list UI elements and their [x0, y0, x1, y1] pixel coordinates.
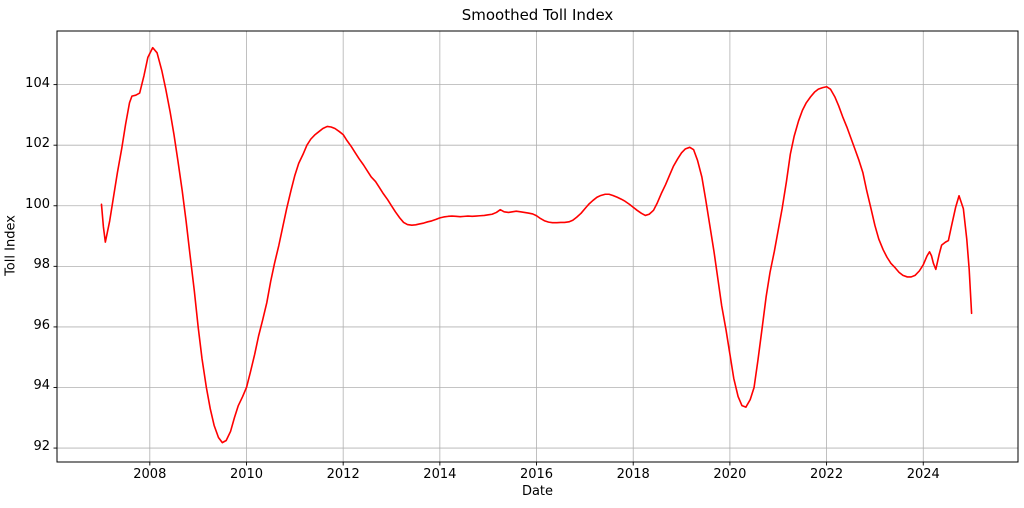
series-line	[100, 46, 973, 444]
x-tick-label: 2014	[423, 467, 457, 482]
x-tick-label: 2022	[810, 467, 844, 482]
y-tick-label: 98	[33, 257, 50, 273]
chart-title: Smoothed Toll Index	[461, 6, 614, 24]
x-tick-label: 2008	[133, 467, 167, 482]
y-tick-label: 100	[25, 196, 50, 212]
x-axis-label: Date	[521, 484, 554, 499]
x-tick-label: 2020	[713, 467, 747, 482]
x-tick-label: 2016	[519, 467, 554, 482]
x-tick-label: 2010	[229, 467, 264, 482]
y-tick-label: 92	[33, 439, 50, 455]
y-tick-label: 104	[25, 75, 50, 91]
y-tick-label: 102	[25, 136, 50, 152]
x-tick-label: 2012	[326, 467, 360, 482]
y-tick-label: 94	[33, 378, 50, 394]
y-tick-label: 96	[33, 317, 50, 333]
y-axis-label: Toll Index	[3, 215, 19, 276]
plot-frame	[56, 30, 1019, 463]
x-tick-label: 2024	[906, 467, 940, 482]
x-tick-label: 2018	[616, 467, 650, 482]
